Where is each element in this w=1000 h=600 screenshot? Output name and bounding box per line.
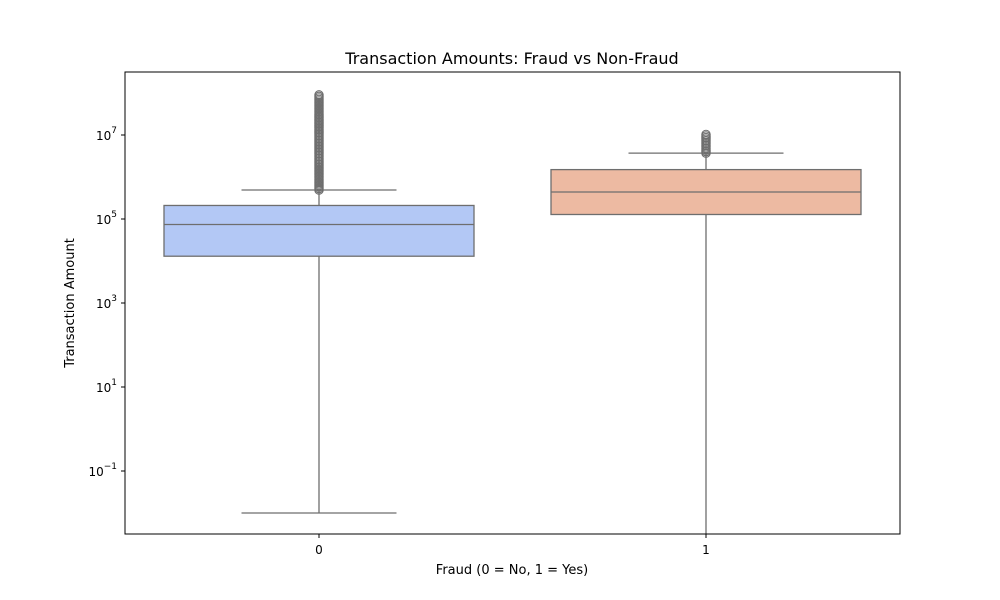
box-group-0 [163, 90, 475, 514]
box-iqr [163, 204, 475, 257]
x-axis-label: Fraud (0 = No, 1 = Yes) [436, 563, 588, 578]
plot-area [163, 90, 862, 534]
x-tick-label: 1 [702, 543, 710, 557]
y-tick-label: 101 [96, 378, 117, 395]
chart-title: Transaction Amounts: Fraud vs Non-Fraud [344, 49, 678, 68]
x-tick-label: 0 [315, 543, 323, 557]
outlier-points [314, 90, 324, 195]
y-axis: 10−1 101 103 105 107 [88, 126, 125, 479]
outlier-points [701, 129, 711, 158]
y-axis-label: Transaction Amount [63, 238, 78, 369]
box-group-1 [550, 129, 862, 534]
y-tick-label: 103 [96, 294, 117, 311]
plot-frame [124, 71, 901, 535]
y-tick-label: 10−1 [88, 462, 117, 479]
y-tick-label: 107 [96, 126, 117, 143]
outlier-point [314, 185, 324, 195]
outlier-point [701, 148, 711, 158]
y-tick-label: 105 [96, 210, 117, 227]
